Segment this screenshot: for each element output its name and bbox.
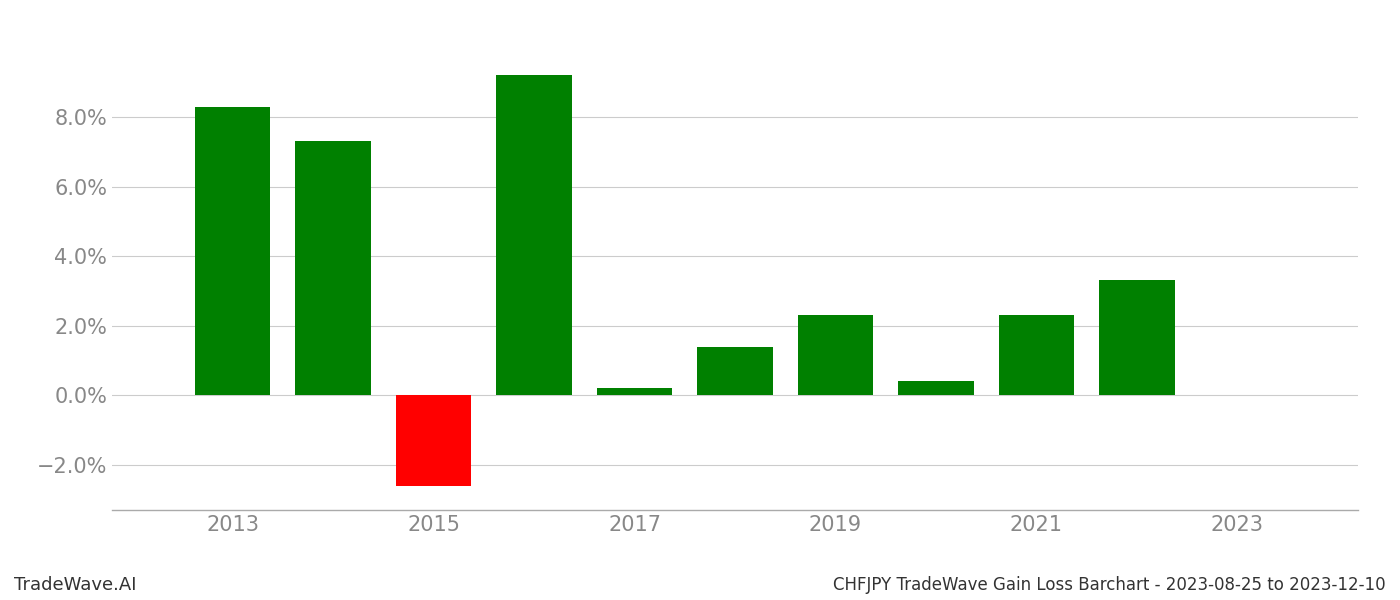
Bar <box>195 107 270 395</box>
Bar <box>899 382 973 395</box>
Text: CHFJPY TradeWave Gain Loss Barchart - 2023-08-25 to 2023-12-10: CHFJPY TradeWave Gain Loss Barchart - 20… <box>833 576 1386 594</box>
Bar <box>497 75 571 395</box>
Bar <box>596 388 672 395</box>
Bar <box>798 315 874 395</box>
Text: TradeWave.AI: TradeWave.AI <box>14 576 137 594</box>
Bar <box>396 395 472 485</box>
Bar <box>697 347 773 395</box>
Bar <box>998 315 1074 395</box>
Bar <box>1099 280 1175 395</box>
Bar <box>295 142 371 395</box>
